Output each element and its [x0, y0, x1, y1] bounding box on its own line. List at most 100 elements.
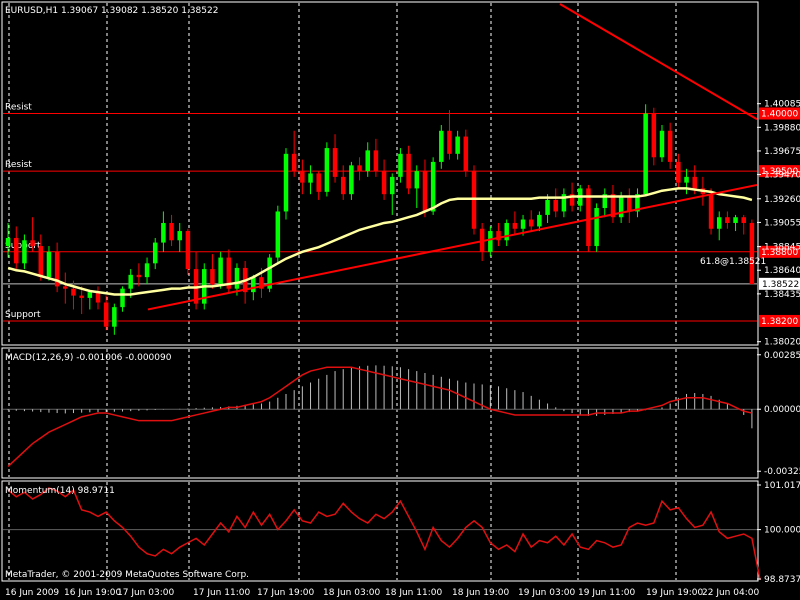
candle-body [406, 153, 411, 189]
candle-body [324, 148, 330, 192]
candle-body [275, 211, 281, 258]
moving-average-series [7, 187, 753, 296]
candle-body [316, 173, 321, 192]
candle-body [676, 161, 681, 183]
x-tick-label: 16 Jun 19:00 [64, 588, 121, 598]
candle-body [398, 153, 403, 177]
level-label: Resist [5, 102, 32, 112]
candle-body [684, 176, 689, 183]
copyright-text: MetaTrader, © 2001-2009 MetaQuotes Softw… [5, 570, 249, 580]
candle-body [692, 176, 697, 189]
candle-body [594, 208, 599, 247]
y-tick-label: 1.38020 [764, 338, 800, 348]
candle-body [545, 199, 550, 215]
candle-body [38, 246, 44, 278]
level-label: Resist [5, 160, 32, 170]
x-tick-label: 19 Jun 11:00 [578, 588, 635, 598]
candle-body [46, 251, 52, 278]
level-price-tag-label: 1.40000 [761, 109, 798, 119]
candle-body [79, 295, 84, 298]
macd-series: 0.002855 0.00000 -0.00325 [3, 351, 800, 477]
candle-body [496, 231, 501, 241]
candle-body [112, 307, 117, 327]
macd-y-tick-label: 0.00000 [764, 405, 800, 415]
candle-body [439, 130, 444, 162]
candle-body [226, 257, 232, 289]
candle-body [659, 130, 665, 158]
x-tick-label: 17 Jun 11:00 [193, 588, 250, 598]
momentum-pane-frame [1, 480, 759, 582]
candle-body [553, 199, 558, 212]
trend-lines[interactable] [147, 3, 758, 311]
candle-body [725, 217, 730, 223]
symbol-title: EURUSD,H1 1.39067 1.39082 1.38520 1.3852… [5, 6, 218, 16]
candle-body [708, 194, 714, 229]
y-tick-label: 1.40085 [764, 100, 800, 110]
momentum-y-tick-label: 100.0000 [764, 526, 800, 536]
ascending-trend-line [147, 183, 758, 311]
candle-body [733, 217, 738, 223]
candle-body [422, 171, 428, 212]
momentum-line [7, 487, 761, 581]
candle-body [291, 153, 297, 172]
candle-body [455, 136, 460, 154]
candle-body [520, 219, 526, 229]
candle-body [5, 237, 11, 247]
candle-body [340, 176, 346, 195]
candle-body [30, 240, 35, 247]
macd-y-tick-label: 0.002855 [764, 351, 800, 361]
y-tick-label: 1.38640 [764, 266, 800, 276]
candle-body [610, 194, 616, 218]
level-price-tag [759, 314, 800, 327]
candle-body [177, 231, 182, 241]
candle-body [381, 171, 387, 195]
momentum-y-tick-label: 98.8737 [764, 575, 800, 585]
candle-body [373, 150, 379, 172]
y-tick-label: 1.39470 [764, 171, 800, 181]
momentum-series: 101.0174 100.0000 98.8737 [3, 481, 800, 585]
candle-body [414, 171, 420, 189]
candle-body [390, 176, 395, 195]
x-tick-label: 18 Jun 11:00 [385, 588, 442, 598]
y-tick-label: 1.39675 [764, 147, 800, 157]
candle-body [365, 150, 370, 172]
macd-pane-frame [1, 347, 759, 479]
price-pane-frame [1, 1, 759, 346]
candle-body [128, 274, 133, 289]
price-axis: 1.40085 1.39880 1.39675 1.39470 1.39260 1.390… [757, 100, 800, 348]
candle-body [210, 269, 215, 285]
candle-body [463, 136, 469, 172]
x-tick-label: 16 Jun 2009 [5, 588, 59, 598]
level-price-tag [759, 107, 800, 120]
y-tick-label: 1.39880 [764, 123, 800, 133]
candle-body [716, 217, 722, 229]
level-label: Support [5, 310, 41, 320]
candle-body [185, 231, 191, 270]
candle-body [357, 165, 362, 172]
x-tick-label: 17 Jun 19:00 [257, 588, 314, 598]
descending-trend-line [559, 3, 758, 121]
candlestick-series[interactable] [5, 104, 755, 335]
candle-body [537, 214, 542, 227]
candle-body [22, 240, 27, 264]
candle-body [218, 257, 223, 285]
candle-body [569, 194, 575, 206]
candle-body [430, 161, 436, 212]
x-tick-label: 17 Jun 03:00 [117, 588, 174, 598]
candle-body [488, 231, 493, 252]
candle-body [561, 194, 567, 212]
x-tick-label: 19 Jun 19:00 [646, 588, 703, 598]
candle-body [741, 217, 746, 223]
candle-body [120, 288, 125, 308]
momentum-y-tick-label: 101.0174 [764, 481, 800, 491]
level-price-tag-label: 1.39500 [761, 167, 798, 177]
candle-body [635, 194, 640, 212]
y-tick-label: 1.38435 [764, 290, 800, 300]
candle-body [586, 188, 591, 247]
candle-body [54, 251, 60, 287]
candle-body [87, 292, 93, 298]
macd-signal-line [7, 366, 753, 468]
horizontal-levels: Resist 1.40000 Resist 1.39500 Support 1.38800… [3, 102, 800, 327]
